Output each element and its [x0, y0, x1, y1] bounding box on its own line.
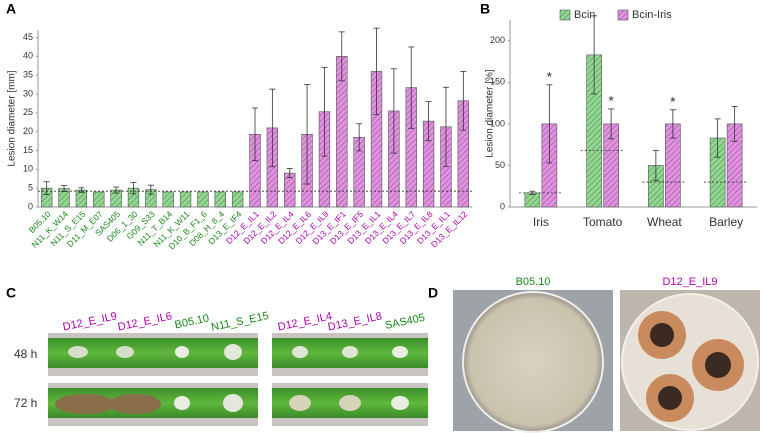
row-label: 48 h [14, 347, 37, 361]
x-tick-label: Wheat [647, 215, 682, 229]
x-tick-label: Iris [533, 215, 549, 229]
bar [197, 191, 209, 208]
spot [391, 396, 409, 410]
spot [174, 396, 190, 410]
photo-label: D12_E_IL6 [117, 310, 173, 333]
photo-label: D13_E_IL8 [327, 310, 383, 333]
colony-center [658, 386, 682, 410]
spot [289, 395, 311, 411]
bar [93, 191, 105, 208]
legend-label: Bcin-Iris [632, 9, 672, 21]
y-tick-label: 35 [23, 70, 33, 80]
y-tick-label: 150 [490, 77, 505, 87]
plate [462, 291, 604, 433]
legend-swatch [617, 9, 629, 21]
x-tick-label: Barley [709, 215, 743, 229]
spot [224, 344, 242, 360]
significance: * [608, 93, 614, 109]
spot [223, 394, 243, 412]
leaf-photos [48, 333, 428, 426]
spot [392, 346, 408, 358]
y-tick-label: 0 [28, 201, 33, 211]
plate-photos [453, 290, 760, 433]
spot [339, 395, 361, 411]
x-tick-label: Tomato [583, 215, 623, 229]
y-tick-label: 40 [23, 51, 33, 61]
y-axis-label: Lesion diameter [mm] [7, 70, 18, 166]
significance: * [547, 69, 553, 85]
photo-label: SAS405 [384, 312, 426, 332]
bar [179, 191, 192, 208]
panel-label: C [6, 285, 16, 301]
y-tick-label: 200 [490, 35, 505, 45]
colony-center [705, 352, 731, 378]
plate-label: D12_E_IL9 [662, 276, 717, 288]
photo-label: D12_E_IL9 [62, 310, 118, 333]
y-tick-label: 45 [23, 32, 33, 42]
colony-center [650, 323, 674, 347]
y-axis-label: Lesion diameter [%] [485, 69, 496, 158]
y-tick-label: 100 [490, 118, 505, 128]
lesion [109, 394, 161, 414]
significance: * [670, 93, 676, 109]
photo-label: N11_S_E15 [210, 310, 270, 334]
bar [524, 192, 541, 208]
spot [342, 346, 358, 358]
legend-label: Bcin [574, 9, 595, 21]
spot [175, 346, 189, 358]
bar [231, 191, 244, 208]
lesion [55, 394, 115, 414]
bar [214, 191, 226, 208]
bar [284, 172, 296, 208]
y-tick-label: 10 [23, 164, 33, 174]
bar [162, 191, 174, 208]
spot [68, 346, 88, 358]
y-tick-label: 15 [23, 145, 33, 155]
photo-label: D12_E_IL4 [277, 310, 333, 333]
legend-swatch [559, 9, 571, 21]
y-tick-label: 30 [23, 88, 33, 98]
spot [292, 346, 308, 358]
y-tick-label: 25 [23, 107, 33, 117]
y-tick-label: 5 [28, 183, 33, 193]
y-tick-label: 50 [495, 160, 505, 170]
panel-label: B [480, 1, 490, 17]
panel-label: A [6, 1, 16, 17]
y-tick-label: 20 [23, 126, 33, 136]
plate-label: B05.10 [516, 276, 551, 288]
photo-label: B05.10 [174, 312, 211, 331]
y-tick-label: 0 [500, 201, 505, 211]
spot [116, 346, 134, 358]
row-label: 72 h [14, 396, 37, 410]
panel-label: D [428, 285, 438, 301]
